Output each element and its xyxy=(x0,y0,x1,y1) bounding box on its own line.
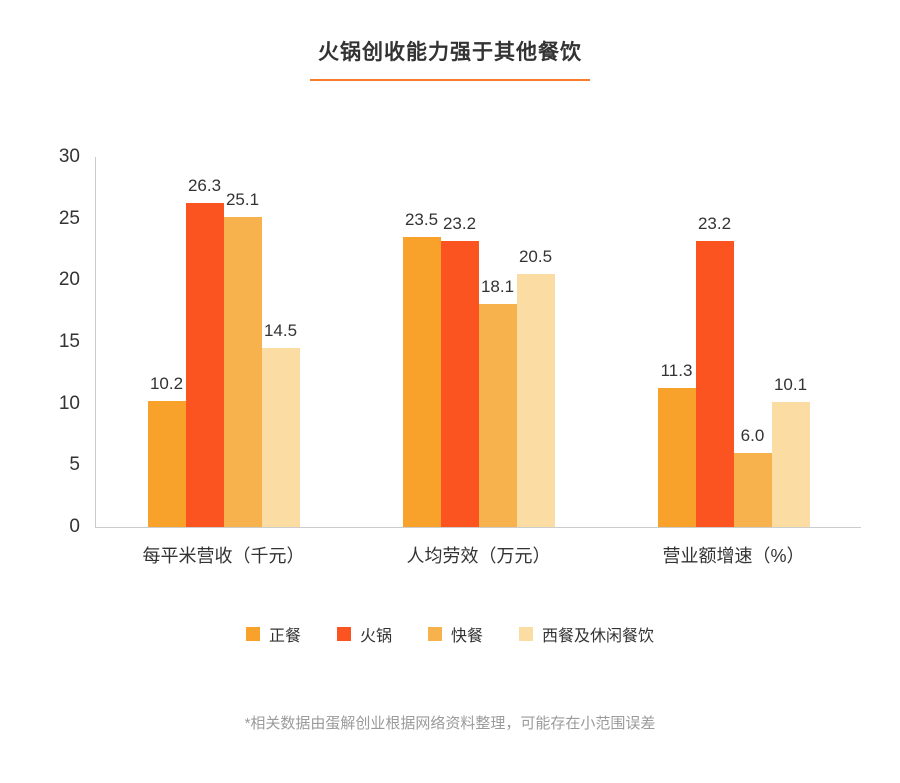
bar-cat2-series3: 10.1 xyxy=(771,375,810,527)
legend-label: 西餐及休闲餐饮 xyxy=(542,628,655,645)
y-tick-label: 15 xyxy=(58,331,80,352)
bar-value-label: 14.5 xyxy=(263,321,298,340)
bar-value-label: 20.5 xyxy=(518,247,553,266)
legend-swatch xyxy=(245,627,260,641)
bar-value-label: 23.2 xyxy=(697,214,732,233)
y-tick-label: 10 xyxy=(58,393,80,414)
category-label: 营业额增速（%） xyxy=(662,546,805,566)
footnote: *相关数据由蛋解创业根据网络资料整理，可能存在小范围误差 xyxy=(244,715,656,732)
bar-value-label: 11.3 xyxy=(660,361,693,380)
y-tick-label: 0 xyxy=(69,516,80,537)
legend-swatch xyxy=(336,627,351,641)
legend-item-0: 正餐 xyxy=(245,622,301,646)
legend-swatch xyxy=(428,627,442,641)
legend-label: 快餐 xyxy=(451,628,484,645)
legend-label: 正餐 xyxy=(268,628,301,645)
bar-cat2-series1: 23.2 xyxy=(695,214,734,527)
plot-area: 10.2 26.3 25.1 14.5 每平米营收（千元） 23.5 23.2 18.1 20.… xyxy=(95,157,861,566)
y-axis: 0 5 10 15 20 25 30 xyxy=(0,146,95,537)
legend-item-2: 快餐 xyxy=(428,622,483,646)
legend-item-3: 西餐及休闲餐饮 xyxy=(519,622,654,646)
y-tick-label: 5 xyxy=(69,454,80,475)
y-tick-label: 25 xyxy=(58,208,80,229)
category-label: 人均劳效（万元） xyxy=(406,546,551,566)
bar-value-label: 25.1 xyxy=(225,190,260,209)
bar-cat1-series2: 18.1 xyxy=(478,277,517,527)
bar-cat2-series2: 6.0 xyxy=(733,426,772,527)
chart-title: 火锅创收能力强于其他餐饮 xyxy=(310,36,590,81)
bar-cat2-series0: 11.3 xyxy=(657,361,696,527)
legend-label: 火锅 xyxy=(359,628,392,645)
bar-cat1-series1: 23.2 xyxy=(440,214,479,527)
bar-cat1-series3: 20.5 xyxy=(516,247,555,527)
legend-item-1: 火锅 xyxy=(336,622,392,646)
y-tick-label: 30 xyxy=(58,146,80,167)
bar-group-0: 10.2 26.3 25.1 14.5 每平米营收（千元） xyxy=(143,157,305,566)
legend: 正餐 火锅 快餐 西餐及休闲餐饮 xyxy=(0,622,900,646)
bar-cat0-series0: 10.2 xyxy=(147,374,186,527)
bar-value-label: 18.1 xyxy=(480,277,515,296)
bar-group-1: 23.5 23.2 18.1 20.5 人均劳效（万元） xyxy=(402,157,555,566)
bar-group-2: 11.3 23.2 6.0 10.1 营业额增速（%） xyxy=(657,157,810,566)
bar-value-label: 23.2 xyxy=(442,214,477,233)
bar-value-label: 6.0 xyxy=(740,426,765,445)
bar-value-label: 26.3 xyxy=(187,176,222,195)
bar-cat0-series2: 25.1 xyxy=(223,190,262,527)
bar-cat0-series1: 26.3 xyxy=(185,176,224,527)
bar-value-label: 10.2 xyxy=(149,374,184,393)
bar-value-label: 23.5 xyxy=(404,210,439,229)
bar-value-label: 10.1 xyxy=(773,375,808,394)
category-label: 每平米营收（千元） xyxy=(142,546,305,566)
bar-cat1-series0: 23.5 xyxy=(402,210,441,527)
bar-cat0-series3: 14.5 xyxy=(261,321,300,527)
y-tick-label: 20 xyxy=(58,269,80,290)
legend-swatch xyxy=(519,627,534,641)
chart-title-row: 火锅创收能力强于其他餐饮 xyxy=(0,36,900,81)
